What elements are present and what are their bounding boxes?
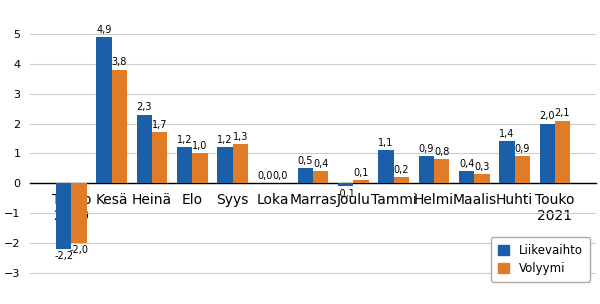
Bar (459, 171, 474, 183)
Legend: Liikevaihto, Volyymi: Liikevaihto, Volyymi (491, 237, 590, 282)
Text: 2,0: 2,0 (539, 111, 555, 121)
Bar (298, 168, 313, 183)
Text: 0,3: 0,3 (474, 162, 490, 172)
Text: 1,4: 1,4 (499, 129, 515, 139)
Text: 0,0: 0,0 (257, 171, 273, 181)
Bar (233, 144, 248, 183)
Text: 1,1: 1,1 (379, 138, 394, 148)
Text: -0,1: -0,1 (337, 188, 355, 199)
Text: 2,1: 2,1 (555, 108, 570, 118)
Text: -2,0: -2,0 (70, 245, 89, 255)
Bar (338, 183, 353, 186)
Bar (137, 115, 152, 183)
Text: 0,9: 0,9 (515, 144, 530, 154)
Bar (555, 121, 570, 183)
Bar (499, 141, 515, 183)
Text: 1,0: 1,0 (192, 141, 208, 151)
Text: 0,8: 0,8 (434, 147, 449, 157)
Text: 1,3: 1,3 (233, 132, 248, 142)
Text: 0,4: 0,4 (459, 159, 474, 169)
Bar (152, 133, 167, 183)
Bar (192, 154, 208, 183)
Text: 1,7: 1,7 (152, 120, 167, 130)
Text: 0,0: 0,0 (273, 171, 288, 181)
Text: 0,1: 0,1 (353, 168, 369, 178)
Bar (97, 37, 112, 183)
Text: 0,9: 0,9 (419, 144, 434, 154)
Text: 3,8: 3,8 (112, 57, 127, 67)
Bar (177, 147, 192, 183)
Bar (515, 156, 530, 183)
Text: 1,2: 1,2 (177, 135, 193, 145)
Bar (71, 183, 87, 243)
Text: 4,9: 4,9 (97, 25, 112, 35)
Bar (539, 123, 555, 183)
Text: 0,2: 0,2 (394, 165, 409, 175)
Text: 2,3: 2,3 (137, 102, 152, 112)
Bar (474, 174, 490, 183)
Bar (419, 156, 434, 183)
Bar (56, 183, 71, 249)
Text: 0,4: 0,4 (313, 159, 328, 169)
Bar (313, 171, 328, 183)
Bar (394, 177, 409, 183)
Bar (217, 147, 233, 183)
Text: 1,2: 1,2 (217, 135, 233, 145)
Text: -2,2: -2,2 (54, 251, 73, 261)
Text: 0,5: 0,5 (298, 156, 313, 166)
Bar (112, 70, 127, 183)
Bar (379, 150, 394, 183)
Bar (434, 159, 449, 183)
Bar (353, 180, 369, 183)
